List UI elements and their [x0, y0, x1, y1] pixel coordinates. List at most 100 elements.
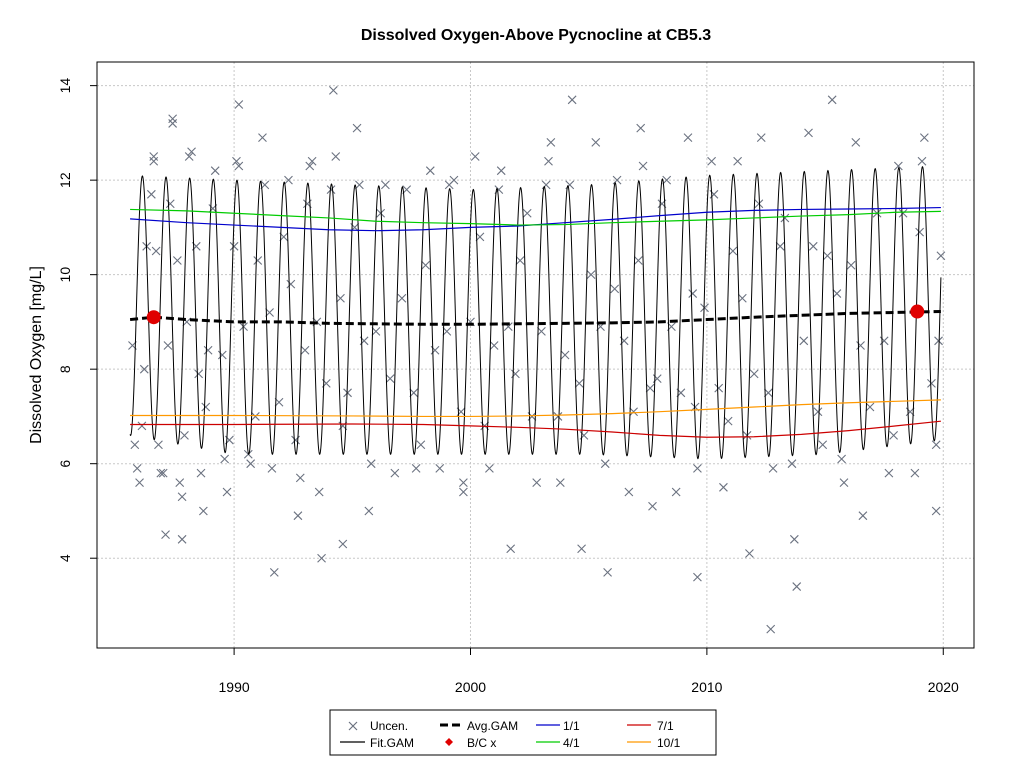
uncen-data-point: [846, 260, 856, 270]
uncen-data-point: [168, 119, 178, 128]
uncen-data-point: [645, 383, 655, 393]
uncen-data-point: [662, 175, 672, 185]
uncen-data-point: [546, 137, 556, 147]
uncen-data-point: [485, 464, 494, 473]
uncen-data-point: [792, 582, 802, 591]
uncen-data-point: [416, 440, 426, 450]
uncen-data-point: [234, 161, 244, 171]
uncen-data-point: [175, 478, 185, 487]
uncen-data-point: [409, 388, 419, 398]
4-1-line: [130, 208, 941, 226]
uncen-data-point: [688, 289, 698, 298]
uncen-data-point: [284, 175, 293, 185]
uncen-data-point: [496, 166, 506, 176]
uncen-data-point: [612, 175, 622, 185]
uncen-data-point: [719, 482, 728, 492]
uncen-data-point: [927, 378, 936, 388]
uncen-data-point: [799, 336, 809, 346]
uncen-data-point: [884, 468, 894, 478]
legend-label: 4/1: [563, 736, 580, 750]
uncen-data-point: [161, 530, 170, 539]
grid-layer: [97, 62, 974, 648]
uncen-data-point: [371, 326, 381, 336]
legend-item-10-1: 10/1: [627, 736, 681, 750]
uncen-data-point: [931, 440, 941, 450]
uncen-data-point: [449, 175, 459, 185]
uncen-data-point: [137, 421, 147, 431]
uncen-data-point: [633, 256, 643, 265]
uncen-data-point: [813, 407, 823, 417]
uncen-data-point: [931, 506, 941, 516]
uncen-data-point: [636, 123, 646, 133]
uncen-data-point: [222, 487, 232, 497]
uncen-data-point: [754, 199, 764, 209]
uncen-data-point: [130, 440, 140, 450]
uncen-data-point: [177, 492, 187, 502]
uncen-data-point: [343, 388, 352, 398]
uncen-data-point: [560, 350, 570, 360]
uncen-data-point: [376, 208, 386, 218]
uncen-data-point: [629, 407, 638, 417]
y-tick-label: 10: [57, 267, 73, 283]
series-layer: [128, 85, 946, 634]
legend-label: Avg.GAM: [467, 719, 518, 733]
uncen-data-point: [915, 227, 925, 237]
uncen-data-point: [217, 350, 227, 360]
uncen-data-point: [827, 95, 837, 105]
chart-title: Dissolved Oxygen-Above Pycnocline at CB5…: [361, 27, 711, 44]
uncen-data-point: [714, 383, 724, 393]
uncen-data-point: [574, 378, 584, 388]
uncen-data-point: [638, 161, 648, 171]
uncen-data-point: [253, 256, 263, 265]
y-tick-label: 14: [57, 78, 73, 94]
uncen-data-point: [314, 487, 324, 497]
uncen-data-point: [425, 166, 435, 176]
uncen-data-point: [269, 567, 279, 577]
uncen-data-point: [338, 539, 348, 549]
uncen-data-point: [459, 478, 468, 487]
uncen-data-point: [610, 284, 620, 294]
uncen-data-point: [300, 345, 310, 355]
fit-gam-line: [129, 165, 942, 460]
y-tick-label: 8: [57, 365, 73, 373]
uncen-data-point: [390, 468, 400, 478]
uncen-data-point: [522, 208, 532, 218]
uncen-data-point: [567, 95, 577, 105]
legend-item-1-1: 1/1: [536, 719, 580, 733]
uncen-data-point: [355, 180, 364, 190]
uncen-data-point: [210, 166, 220, 176]
uncen-data-point: [194, 369, 204, 379]
uncen-data-point: [893, 161, 903, 171]
uncen-data-point: [421, 260, 430, 270]
y-tick-label: 4: [57, 554, 73, 562]
uncen-data-point: [317, 553, 326, 563]
uncen-data-point: [851, 137, 861, 147]
uncen-data-point: [934, 336, 943, 346]
uncen-data-point: [489, 341, 499, 350]
uncen-data-point: [728, 246, 738, 256]
uncen-data-point: [203, 345, 213, 355]
uncen-data-point: [745, 549, 754, 558]
uncen-data-point: [756, 133, 766, 143]
uncen-data-point: [258, 133, 267, 143]
uncen-data-point: [163, 341, 173, 350]
uncen-data-point: [553, 412, 563, 421]
uncen-data-point: [146, 189, 156, 199]
legend: Uncen. Fit.GAM Avg.GAM B/C x 1/1 4/1: [329, 709, 717, 756]
uncen-data-point: [723, 416, 733, 426]
uncen-data-point: [151, 246, 161, 256]
legend-item-avg-gam: Avg.GAM: [440, 719, 518, 733]
uncen-data-point: [919, 133, 929, 143]
uncen-data-point: [832, 289, 842, 298]
uncen-data-point: [910, 468, 920, 478]
uncen-data-point: [823, 251, 832, 261]
uncen-data-point: [693, 572, 702, 582]
uncen-data-point: [402, 185, 412, 194]
uncen-data-point: [766, 624, 776, 634]
uncen-data-point: [804, 128, 813, 138]
uncen-data-point: [693, 464, 702, 473]
legend-box: [329, 709, 717, 756]
uncen-data-point: [366, 459, 376, 469]
uncen-data-point: [837, 454, 847, 464]
uncen-data-point: [707, 156, 716, 166]
